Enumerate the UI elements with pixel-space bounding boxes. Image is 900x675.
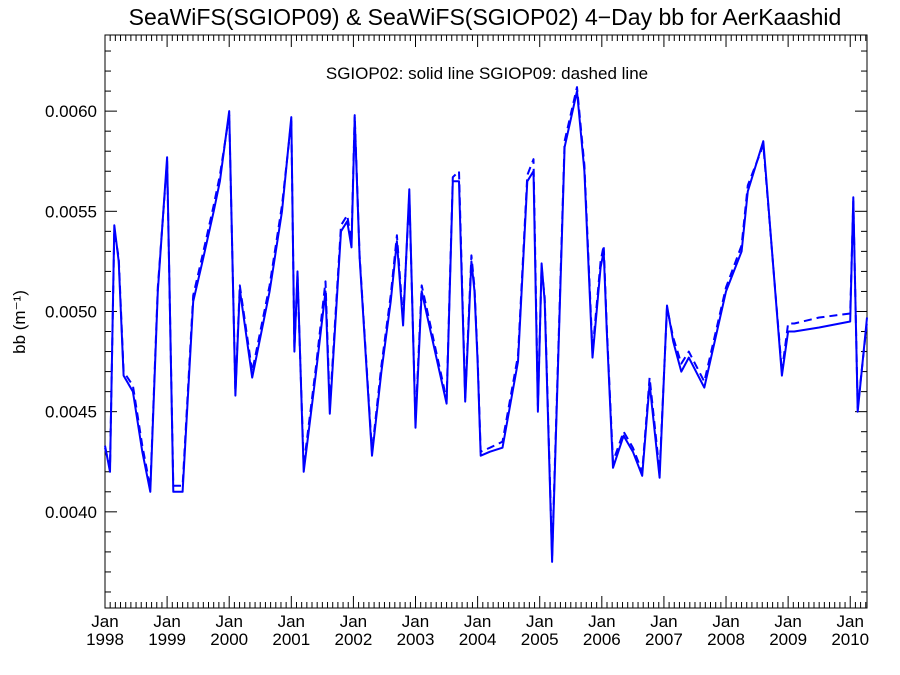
x-tick-month-label: Jan — [464, 612, 491, 631]
x-tick-month-label: Jan — [837, 612, 864, 631]
y-tick-label: 0.0045 — [45, 403, 97, 422]
x-tick-month-label: Jan — [712, 612, 739, 631]
series-line-sgiop02 — [104, 90, 868, 563]
x-tick-month-label: Jan — [215, 612, 242, 631]
x-tick-year-label: 2002 — [334, 630, 372, 649]
x-tick-month-label: Jan — [153, 612, 180, 631]
x-tick-year-label: 1999 — [148, 630, 186, 649]
x-tick-month-label: Jan — [650, 612, 677, 631]
x-tick-month-label: Jan — [526, 612, 553, 631]
x-tick-year-label: 2010 — [831, 630, 869, 649]
y-tick-label: 0.0050 — [45, 302, 97, 321]
y-tick-label: 0.0055 — [45, 202, 97, 221]
x-tick-year-label: 2005 — [521, 630, 559, 649]
x-tick-month-label: Jan — [402, 612, 429, 631]
line-style-annotation: SGIOP02: solid line SGIOP09: dashed line — [326, 64, 648, 83]
x-tick-year-label: 1998 — [86, 630, 124, 649]
x-tick-year-label: 2006 — [583, 630, 621, 649]
x-tick-month-label: Jan — [774, 612, 801, 631]
x-tick-year-label: 2003 — [397, 630, 435, 649]
x-tick-year-label: 2004 — [459, 630, 497, 649]
x-tick-month-label: Jan — [91, 612, 118, 631]
data-series — [104, 86, 868, 563]
plot-frame — [104, 34, 868, 609]
x-tick-year-label: 2008 — [707, 630, 745, 649]
axes: 0.00400.00450.00500.00550.0060Jan1998Jan… — [45, 35, 869, 649]
x-tick-year-label: 2009 — [769, 630, 807, 649]
x-tick-year-label: 2000 — [210, 630, 248, 649]
x-tick-month-label: Jan — [278, 612, 305, 631]
y-tick-label: 0.0060 — [45, 102, 97, 121]
y-axis-label: bb (m⁻¹) — [10, 290, 29, 354]
x-tick-month-label: Jan — [340, 612, 367, 631]
y-tick-label: 0.0040 — [45, 503, 97, 522]
series-line-sgiop09 — [104, 86, 868, 557]
x-tick-year-label: 2001 — [272, 630, 310, 649]
x-tick-month-label: Jan — [588, 612, 615, 631]
chart-title: SeaWiFS(SGIOP09) & SeaWiFS(SGIOP02) 4−Da… — [129, 4, 842, 30]
x-tick-year-label: 2007 — [645, 630, 683, 649]
